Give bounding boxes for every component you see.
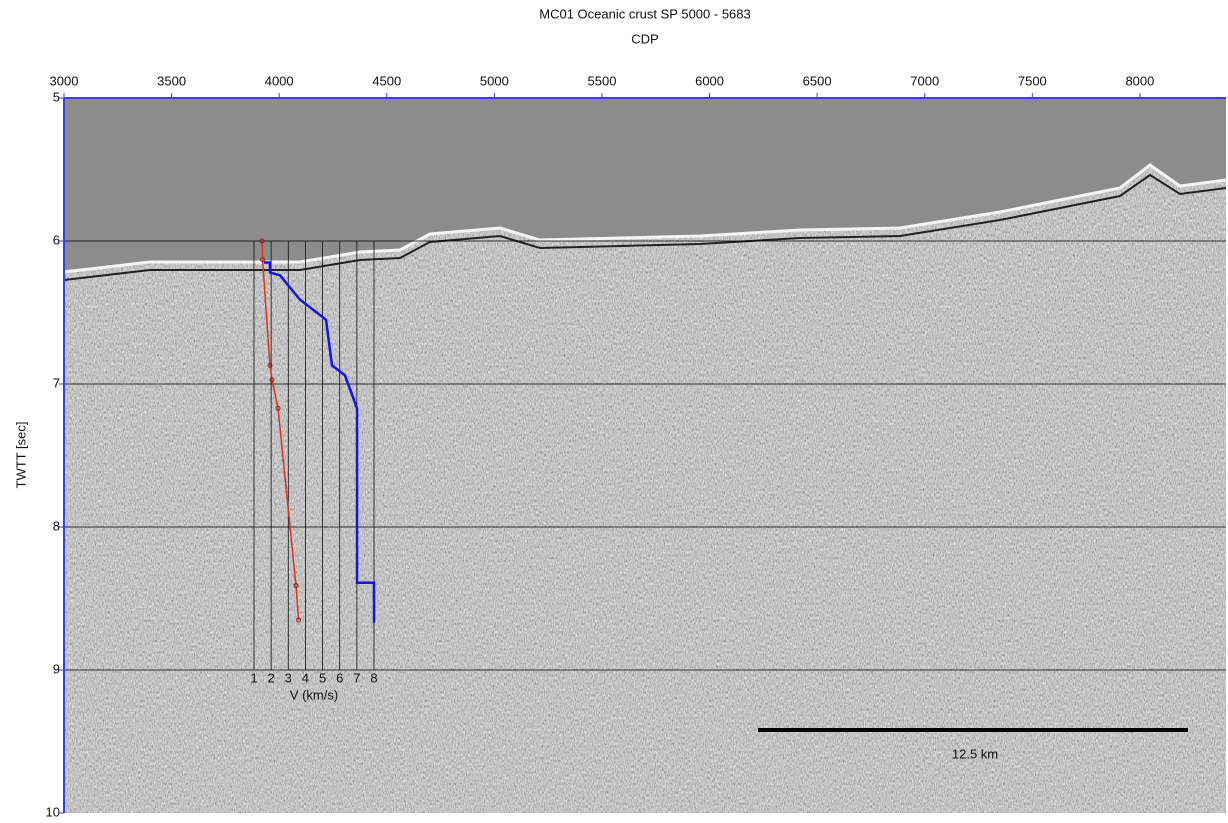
velocity-point xyxy=(293,583,299,589)
x-tick-label: 3500 xyxy=(157,73,186,88)
y-tick-label: 5 xyxy=(53,89,60,104)
inset-x-tick-label: 1 xyxy=(250,670,257,685)
inset-x-tick-label: 6 xyxy=(336,670,343,685)
y-tick-label: 8 xyxy=(53,518,60,533)
y-tick-label: 9 xyxy=(53,661,60,676)
scale-bar-label: 12.5 km xyxy=(952,746,998,761)
velocity-point xyxy=(259,238,265,244)
x-tick-label: 5500 xyxy=(588,73,617,88)
y-axis-label: TWTT [sec] xyxy=(13,422,28,489)
y-tick-label: 6 xyxy=(53,232,60,247)
seafloor-shadow xyxy=(64,173,1226,281)
velocity-point xyxy=(267,362,273,368)
inset-x-tick-label: 2 xyxy=(268,670,275,685)
velocity-line xyxy=(263,261,376,623)
inset-x-tick-label: 5 xyxy=(319,670,326,685)
velocity-point xyxy=(260,257,266,263)
y-tick-label: 10 xyxy=(46,804,60,819)
inset-x-label: V (km/s) xyxy=(290,687,338,702)
y-tick-label: 7 xyxy=(53,375,60,390)
x-tick-label: 5000 xyxy=(480,73,509,88)
seafloor-reflector xyxy=(64,163,1226,274)
chart-title: MC01 Oceanic crust SP 5000 - 5683 xyxy=(539,6,751,21)
x-tick-label: 8000 xyxy=(1125,73,1154,88)
x-tick-label: 4000 xyxy=(265,73,294,88)
inset-x-tick-label: 3 xyxy=(285,670,292,685)
water-column xyxy=(64,98,1226,270)
x-axis-label: CDP xyxy=(631,31,658,46)
seismic-section xyxy=(64,98,1226,813)
velocity-point xyxy=(269,377,275,383)
velocity-point xyxy=(296,617,302,623)
x-tick-label: 4500 xyxy=(372,73,401,88)
x-tick-label: 6500 xyxy=(803,73,832,88)
x-tick-label: 7000 xyxy=(910,73,939,88)
velocity-line xyxy=(261,240,300,621)
x-tick-label: 7500 xyxy=(1018,73,1047,88)
velocity-point xyxy=(275,405,281,411)
x-tick-label: 3000 xyxy=(50,73,79,88)
inset-x-tick-label: 4 xyxy=(302,670,309,685)
inset-x-tick-label: 7 xyxy=(353,670,360,685)
x-tick-label: 6000 xyxy=(695,73,724,88)
inset-x-tick-label: 8 xyxy=(370,670,377,685)
